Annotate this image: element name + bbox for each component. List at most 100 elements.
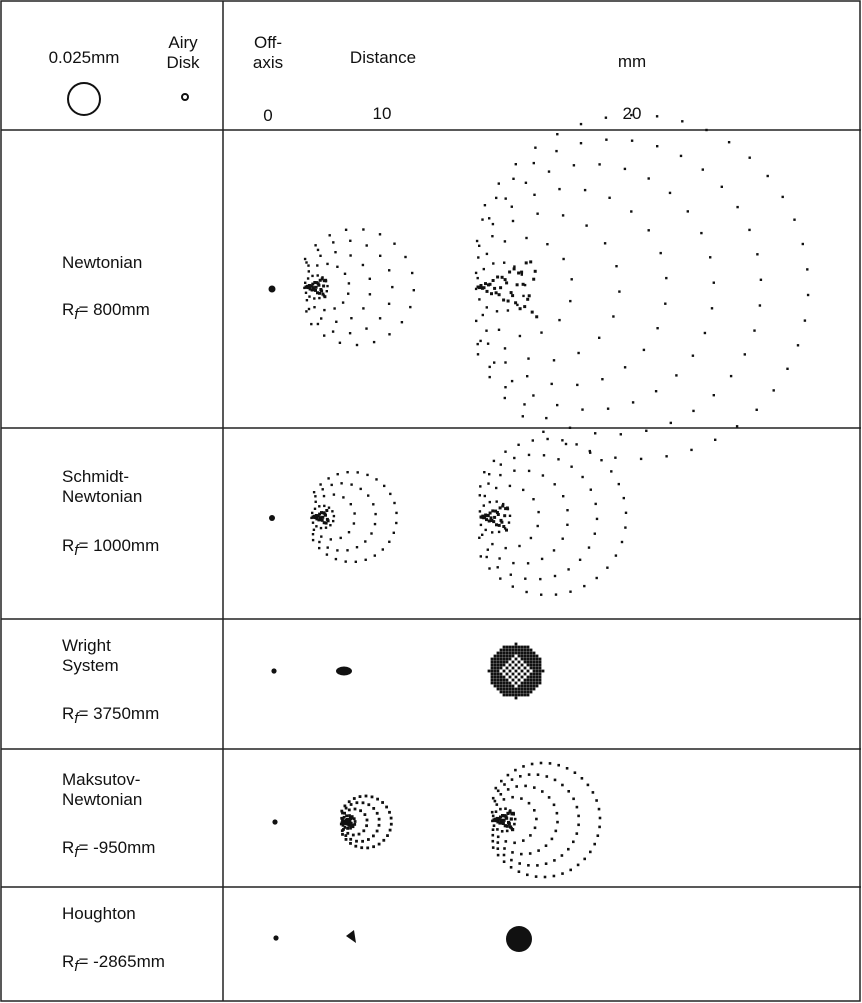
spot-pattern-schmidt-10 (327, 506, 331, 509)
spot-pattern-schmidt-10 (336, 549, 339, 552)
spot-pattern-maksutov-20 (530, 762, 534, 766)
spot-pattern-maksutov-10 (372, 834, 375, 838)
spot-pattern-newtonian-20 (736, 205, 739, 209)
spot-pattern-newtonian-10 (309, 284, 313, 288)
spot-pattern-schmidt-20 (532, 498, 535, 501)
spot-pattern-newtonian-20 (579, 122, 583, 126)
spot-pattern-maksutov-20 (520, 852, 523, 856)
spot-pattern-wright-20 (520, 675, 524, 679)
spot-pattern-newtonian-20 (483, 204, 487, 207)
spot-pattern-maksutov-10 (357, 832, 361, 836)
spot-pattern-schmidt-20 (504, 507, 508, 511)
spot-pattern-newtonian-20 (562, 257, 565, 261)
spot-pattern-newtonian-20 (645, 429, 648, 432)
spot-pattern-wright-20 (538, 657, 542, 661)
spot-pattern-schmidt-10 (393, 501, 396, 505)
spot-pattern-maksutov-20 (577, 823, 580, 827)
spot-pattern-maksutov-20 (547, 796, 551, 799)
spot-pattern-schmidt-10 (312, 528, 316, 531)
spot-pattern-newtonian-10 (316, 291, 319, 295)
spot-pattern-newtonian-20 (499, 286, 503, 290)
spot-pattern-newtonian-20 (679, 154, 683, 158)
spot-pattern-newtonian-20 (490, 292, 493, 296)
spot-pattern-wright-20 (532, 660, 536, 664)
spot-pattern-wright-20 (508, 651, 512, 655)
spot-pattern-newtonian-20 (793, 218, 796, 221)
spot-pattern-newtonian-20 (755, 408, 758, 411)
spot-pattern-newtonian-20 (705, 128, 708, 132)
spot-pattern-wright-20 (490, 675, 494, 679)
spot-pattern-wright-20 (493, 663, 497, 667)
spot-pattern-schmidt-20 (513, 469, 516, 472)
spot-pattern-schmidt-20 (567, 568, 570, 571)
spot-pattern-schmidt-20 (499, 518, 503, 522)
spot-pattern-newtonian-20 (514, 163, 517, 166)
spot-pattern-newtonian-20 (505, 281, 509, 285)
spot-pattern-maksutov-20 (511, 828, 515, 832)
spot-pattern-schmidt-10 (366, 473, 369, 477)
spot-pattern-wright-20 (535, 660, 539, 664)
spot-pattern-newtonian-10 (331, 330, 335, 333)
spot-pattern-maksutov-20 (504, 807, 507, 810)
spot-pattern-maksutov-20 (586, 783, 590, 787)
spot-pattern-schmidt-10 (352, 522, 356, 525)
spot-pattern-newtonian-20 (523, 403, 526, 406)
spot-pattern-schmidt-20 (587, 546, 591, 549)
spot-pattern-newtonian-20 (572, 164, 576, 167)
spot-pattern-newtonian-20 (654, 390, 658, 393)
spot-pattern-wright-20 (502, 660, 506, 664)
spot-pattern-maksutov-20 (499, 815, 503, 819)
spot-pattern-schmidt-10 (340, 482, 343, 485)
spot-pattern-newtonian-20 (535, 315, 539, 319)
spot-pattern-maksutov-10 (360, 846, 364, 850)
spot-pattern-newtonian-20 (618, 290, 621, 293)
spot-pattern-maksutov-20 (567, 790, 570, 793)
spot-pattern-maksutov-10 (365, 818, 369, 822)
spot-pattern-wright-20 (499, 687, 503, 691)
spot-pattern-maksutov-20 (500, 779, 503, 783)
spot-pattern-schmidt-10 (350, 483, 353, 486)
rf-maksutov: Rf= -950mm (62, 838, 156, 861)
spot-pattern-schmidt-20 (553, 483, 556, 486)
spot-pattern-wright-20 (532, 669, 536, 673)
spot-pattern-newtonian-20 (542, 430, 545, 433)
spot-pattern-wright-20 (502, 645, 506, 649)
spot-pattern-schmidt-20 (508, 484, 512, 488)
spot-pattern-maksutov-10 (389, 816, 393, 820)
spot-pattern-wright-20 (493, 654, 497, 658)
spot-pattern-maksutov-10 (372, 845, 375, 849)
spot-pattern-schmidt-10 (315, 517, 319, 521)
spot-pattern-maksutov-20 (535, 817, 538, 821)
spot-pattern-newtonian-10 (316, 274, 319, 277)
spot-pattern-schmidt-10 (359, 487, 362, 491)
spot-pattern-schmidt-20 (499, 577, 502, 580)
spot-pattern-newtonian-20 (491, 235, 494, 238)
spot-pattern-newtonian-20 (710, 307, 714, 310)
spot-pattern-newtonian-20 (518, 334, 522, 338)
spot-pattern-newtonian-10 (391, 285, 394, 289)
spot-pattern-maksutov-20 (573, 771, 577, 774)
spot-pattern-maksutov-20 (567, 847, 570, 851)
spot-pattern-maksutov-20 (511, 851, 514, 854)
spot-pattern-newtonian-20 (594, 432, 597, 435)
spot-pattern-schmidt-10 (318, 546, 321, 550)
row-label-wright-line2: System (62, 656, 119, 675)
spot-pattern-wright-20 (502, 690, 506, 694)
spot-pattern-maksutov-10 (341, 833, 344, 836)
spot-pattern-wright-20 (523, 654, 527, 658)
spot-pattern-newtonian-10 (393, 242, 396, 245)
spot-pattern-wright-20 (496, 672, 500, 676)
spot-pattern-wright-20 (505, 645, 509, 649)
spot-pattern-newtonian-20 (504, 386, 507, 389)
spot-pattern-maksutov-10 (349, 816, 354, 820)
spot-pattern-wright-20 (511, 678, 515, 682)
spot-pattern-newtonian-10 (347, 282, 351, 285)
spot-pattern-wright-20 (496, 681, 500, 685)
spot-pattern-newtonian-20 (714, 438, 717, 441)
spot-pattern-maksutov-20 (504, 840, 508, 843)
spot-pattern-newtonian-20 (478, 298, 481, 301)
spot-pattern-newtonian-20 (524, 181, 528, 184)
spot-pattern-maksutov-20 (580, 777, 584, 780)
spot-pattern-wright-20 (517, 645, 521, 649)
spot-pattern-newtonian-20 (506, 309, 510, 312)
